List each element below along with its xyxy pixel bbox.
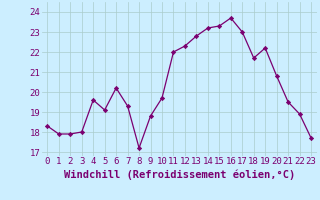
X-axis label: Windchill (Refroidissement éolien,°C): Windchill (Refroidissement éolien,°C) [64,169,295,180]
